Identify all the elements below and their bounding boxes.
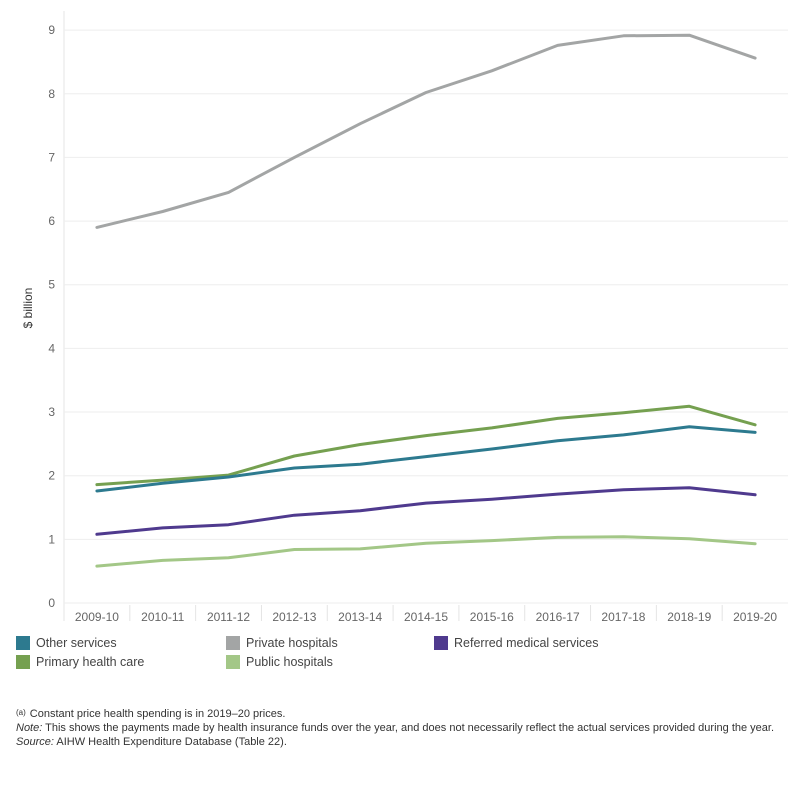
y-tick-label: 1 (48, 532, 55, 546)
legend-swatch (226, 636, 240, 650)
chart-notes: (a) Constant price health spending is in … (16, 706, 786, 749)
source-label: Source: (16, 736, 54, 748)
x-axis: 2009-10 2010-11 2011-12 2012-13 2013-14 2014-… (75, 610, 778, 624)
x-tick-label: 2009-10 (75, 610, 119, 624)
y-tick-label: 9 (48, 23, 55, 37)
footnote-marker: (a) (16, 708, 26, 717)
x-tick-label: 2018-19 (667, 610, 711, 624)
legend-swatch (434, 636, 448, 650)
legend-label: Private hospitals (246, 636, 338, 650)
series-line-primary-health-care[interactable] (95, 404, 757, 487)
y-tick-label: 3 (48, 405, 55, 419)
legend-swatch (226, 655, 240, 669)
y-tick-label: 5 (48, 278, 55, 292)
note-label: Note: (16, 722, 43, 734)
note: Note: This shows the payments made by he… (16, 721, 786, 735)
legend-label: Referred medical services (454, 636, 599, 650)
legend-label: Public hospitals (246, 655, 333, 669)
legend-label: Primary health care (36, 655, 145, 669)
source: Source: AIHW Health Expenditure Database… (16, 735, 786, 749)
x-tick-label: 2016-17 (536, 610, 580, 624)
legend-item-referred-medical-services[interactable]: Referred medical services (434, 636, 599, 650)
series-line-public-hospitals[interactable] (95, 535, 757, 568)
note-text: This shows the payments made by health i… (45, 722, 775, 734)
gridlines (63, 11, 788, 621)
y-axis: 0 1 2 3 4 5 6 7 8 9 (48, 23, 55, 610)
y-tick-label: 0 (48, 596, 55, 610)
series-line-referred-medical-services[interactable] (95, 486, 757, 536)
y-axis-title: $ billion (21, 288, 35, 329)
x-tick-label: 2015-16 (470, 610, 514, 624)
source-text: AIHW Health Expenditure Database (Table … (56, 736, 287, 748)
legend-item-primary-health-care[interactable]: Primary health care (16, 655, 144, 669)
x-tick-label: 2011-12 (207, 610, 250, 624)
legend-item-private-hospitals[interactable]: Private hospitals (226, 636, 338, 650)
x-tick-label: 2013-14 (338, 610, 382, 624)
x-tick-label: 2017-18 (601, 610, 645, 624)
y-tick-label: 4 (48, 341, 55, 355)
legend-item-other-services[interactable]: Other services (16, 636, 117, 650)
y-tick-label: 8 (48, 87, 55, 101)
legend: Other services Private hospitals Referre… (16, 634, 786, 674)
series-lines (95, 33, 757, 568)
legend-swatch (16, 655, 30, 669)
legend-item-public-hospitals[interactable]: Public hospitals (226, 655, 333, 669)
footnote-text: Constant price health spending is in 201… (29, 708, 286, 720)
y-tick-label: 6 (48, 214, 55, 228)
y-tick-label: 7 (48, 150, 55, 164)
x-tick-label: 2014-15 (404, 610, 448, 624)
series-line-other-services[interactable] (95, 425, 757, 493)
footnote: (a) Constant price health spending is in … (16, 706, 786, 721)
series-line-private-hospitals[interactable] (95, 33, 757, 229)
legend-swatch (16, 636, 30, 650)
x-tick-label: 2019-20 (733, 610, 777, 624)
x-tick-label: 2010-11 (141, 610, 184, 624)
x-tick-label: 2012-13 (272, 610, 316, 624)
y-tick-label: 2 (48, 469, 55, 483)
legend-label: Other services (36, 636, 117, 650)
